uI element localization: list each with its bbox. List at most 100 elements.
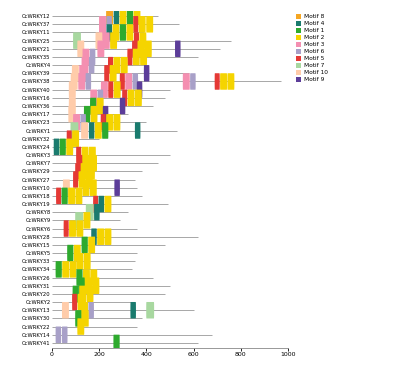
FancyBboxPatch shape [127,49,132,65]
FancyBboxPatch shape [56,261,62,278]
FancyBboxPatch shape [190,73,196,90]
FancyBboxPatch shape [89,147,96,163]
FancyBboxPatch shape [76,253,83,270]
FancyBboxPatch shape [76,269,83,286]
FancyBboxPatch shape [82,147,88,163]
FancyBboxPatch shape [103,106,108,122]
FancyBboxPatch shape [75,163,80,180]
FancyBboxPatch shape [114,8,119,24]
FancyBboxPatch shape [102,122,108,139]
FancyBboxPatch shape [139,16,146,33]
FancyBboxPatch shape [228,73,234,90]
FancyBboxPatch shape [101,114,106,131]
FancyBboxPatch shape [91,229,97,245]
FancyBboxPatch shape [68,106,75,122]
FancyBboxPatch shape [81,122,88,139]
FancyBboxPatch shape [120,98,125,114]
FancyBboxPatch shape [84,106,90,122]
FancyBboxPatch shape [90,89,97,106]
FancyBboxPatch shape [93,196,98,212]
FancyBboxPatch shape [90,98,96,114]
FancyBboxPatch shape [104,196,112,212]
FancyBboxPatch shape [215,73,220,90]
FancyBboxPatch shape [145,40,152,57]
FancyBboxPatch shape [76,220,83,237]
FancyBboxPatch shape [86,73,91,90]
FancyBboxPatch shape [78,73,85,90]
FancyBboxPatch shape [75,310,82,327]
FancyBboxPatch shape [69,82,76,98]
FancyBboxPatch shape [60,139,66,155]
FancyBboxPatch shape [69,98,76,114]
FancyBboxPatch shape [114,180,120,196]
FancyBboxPatch shape [135,122,140,139]
FancyBboxPatch shape [69,220,76,237]
FancyBboxPatch shape [220,73,227,90]
FancyBboxPatch shape [62,302,69,319]
FancyBboxPatch shape [175,40,180,57]
FancyBboxPatch shape [79,286,86,302]
FancyBboxPatch shape [88,302,94,319]
FancyBboxPatch shape [137,82,142,98]
FancyBboxPatch shape [72,294,77,310]
FancyBboxPatch shape [62,261,69,278]
FancyBboxPatch shape [130,302,136,319]
FancyBboxPatch shape [76,188,82,204]
FancyBboxPatch shape [114,82,121,98]
FancyBboxPatch shape [77,318,84,335]
FancyBboxPatch shape [84,253,91,270]
FancyBboxPatch shape [92,278,99,294]
FancyBboxPatch shape [94,204,100,220]
FancyBboxPatch shape [99,16,106,33]
FancyBboxPatch shape [108,57,113,73]
FancyBboxPatch shape [106,24,112,41]
FancyBboxPatch shape [73,171,78,188]
FancyBboxPatch shape [134,33,139,49]
FancyBboxPatch shape [56,327,61,343]
FancyBboxPatch shape [77,40,84,57]
FancyBboxPatch shape [84,212,90,229]
FancyBboxPatch shape [54,139,59,155]
FancyBboxPatch shape [125,73,132,90]
FancyBboxPatch shape [56,188,61,204]
FancyBboxPatch shape [126,24,133,41]
FancyBboxPatch shape [144,65,150,82]
FancyBboxPatch shape [78,294,84,310]
FancyBboxPatch shape [70,261,76,278]
FancyBboxPatch shape [73,33,81,49]
FancyBboxPatch shape [78,171,86,188]
FancyBboxPatch shape [70,122,78,139]
FancyBboxPatch shape [110,65,117,82]
FancyBboxPatch shape [114,114,120,131]
FancyBboxPatch shape [78,278,85,294]
FancyBboxPatch shape [96,33,102,49]
FancyBboxPatch shape [89,122,94,139]
FancyBboxPatch shape [132,40,137,57]
FancyBboxPatch shape [76,147,81,163]
FancyBboxPatch shape [88,237,95,253]
FancyBboxPatch shape [81,163,88,180]
FancyBboxPatch shape [85,278,92,294]
FancyBboxPatch shape [83,155,90,171]
FancyBboxPatch shape [97,229,104,245]
FancyBboxPatch shape [135,89,142,106]
FancyBboxPatch shape [82,49,90,65]
FancyBboxPatch shape [81,302,88,319]
FancyBboxPatch shape [138,40,144,57]
FancyBboxPatch shape [122,89,127,106]
FancyBboxPatch shape [114,335,120,351]
FancyBboxPatch shape [146,302,154,319]
FancyBboxPatch shape [90,49,95,65]
FancyBboxPatch shape [146,16,153,33]
FancyBboxPatch shape [88,163,95,180]
FancyBboxPatch shape [72,286,79,302]
FancyBboxPatch shape [106,8,113,24]
FancyBboxPatch shape [89,57,94,73]
FancyBboxPatch shape [86,171,93,188]
FancyBboxPatch shape [133,16,138,33]
FancyBboxPatch shape [98,196,104,212]
FancyBboxPatch shape [79,65,86,82]
FancyBboxPatch shape [67,131,72,147]
FancyBboxPatch shape [80,114,86,131]
FancyBboxPatch shape [127,8,133,24]
